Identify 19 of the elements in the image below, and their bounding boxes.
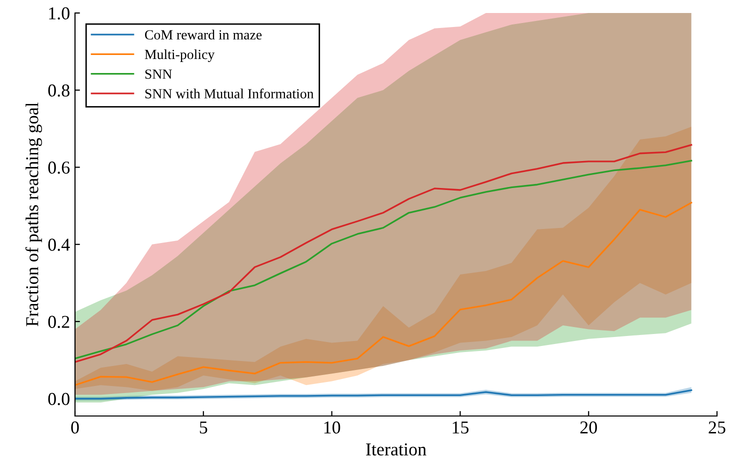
y-tick-label: 0.0 <box>48 392 70 406</box>
line-series <box>75 202 692 386</box>
x-tick-label: 5 <box>200 422 208 434</box>
y-tick-label: 0.4 <box>48 238 70 251</box>
y-tick-label: 0.8 <box>48 84 70 97</box>
x-tick-label: 15 <box>452 421 469 434</box>
y-tick-label: 0.2 <box>48 316 70 328</box>
legend-label: Multi-policy <box>144 49 215 62</box>
x-tick-label: 25 <box>708 421 726 434</box>
x-axis-title: Iteration <box>366 443 426 456</box>
x-tick-label: 10 <box>324 421 340 434</box>
y-tick-label: 0.6 <box>48 162 70 174</box>
x-tick-label: 0 <box>71 421 79 434</box>
y-axis-title: Fraction of paths reaching goal <box>25 102 42 326</box>
legend-label: SNN <box>145 69 172 79</box>
legend-label: SNN with Mutual Information <box>145 88 314 98</box>
y-tick-label: 1.0 <box>49 7 70 20</box>
legend-label: CoM reward in maze <box>145 30 262 40</box>
x-tick-label: 20 <box>580 421 597 434</box>
